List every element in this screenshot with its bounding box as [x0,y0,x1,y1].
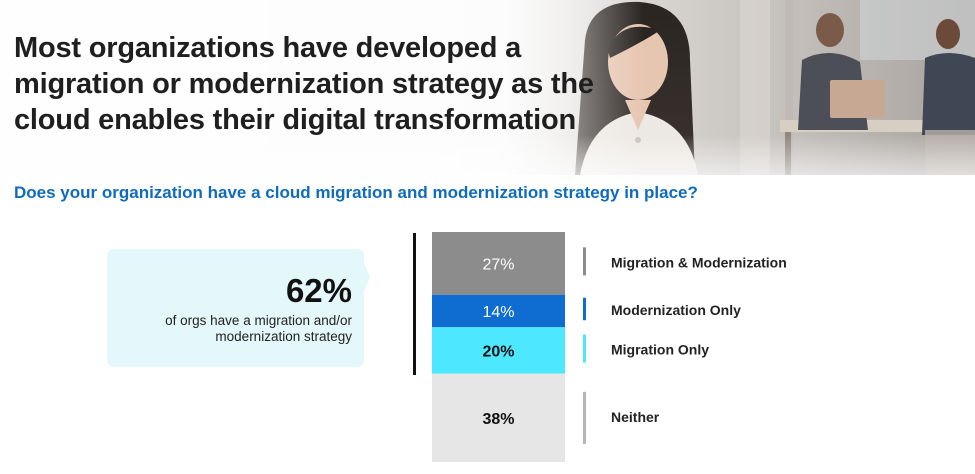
callout-bubble [107,249,370,367]
legend-label-neither: Neither [611,409,660,425]
legend-label-modernization-only: Modernization Only [611,302,741,318]
stat-description: of orgs have a migration and/or moderniz… [165,313,352,344]
hero-banner: Most organizations have developed a migr… [0,0,975,175]
bar-segment-neither [432,373,565,462]
data-label-neither: 38% [482,411,514,428]
stat-callout: 62% of orgs have a migration and/or mode… [107,249,370,367]
bar-segment-migration-only [432,327,565,374]
legend-label-migration-modernization: Migration & Modernization [611,254,787,270]
bar-segment-modernization-only [432,294,565,328]
legend-marker-modernization-only [583,297,586,321]
legend-marker-neither [583,391,586,444]
legend-label-migration-only: Migration Only [611,341,709,357]
bracket-divider [413,233,416,375]
survey-question: Does your organization have a cloud migr… [14,183,698,202]
legend-marker-migration-modernization [583,247,586,276]
stat-value: 62% [285,272,352,309]
data-label-modernization-only: 14% [482,304,514,321]
data-label-migration-only: 20% [482,343,514,360]
page-title: Most organizations have developed a migr… [14,32,594,136]
data-label-migration-modernization: 27% [482,256,514,273]
hero-bottom-fade [0,135,975,175]
legend-marker-migration-only [583,334,586,363]
bar-segment-migration-modernization [432,232,565,295]
